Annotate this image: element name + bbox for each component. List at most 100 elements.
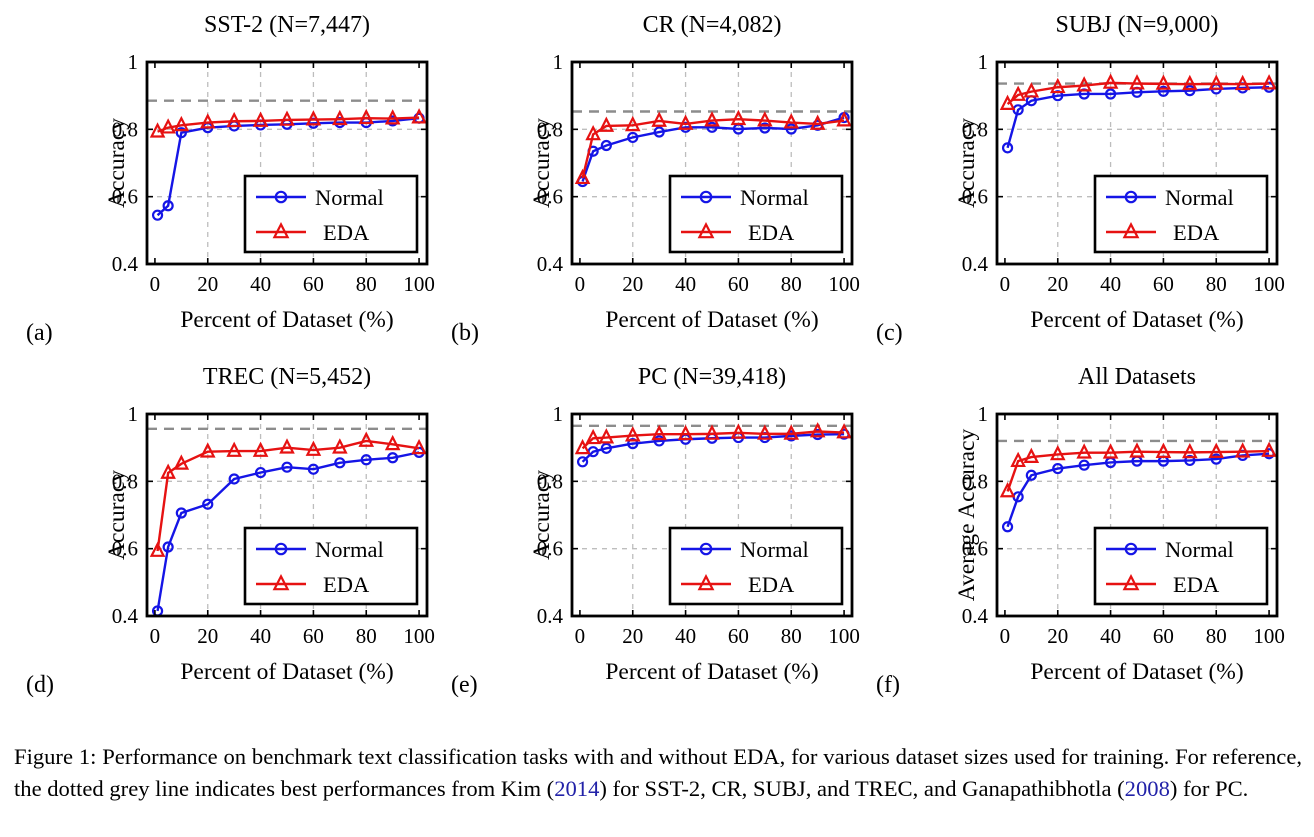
y-tick-label: 0.4	[962, 604, 989, 628]
x-tick-label: 0	[150, 624, 161, 648]
panel-letter: (f)	[876, 672, 900, 698]
data-point-triangle	[279, 438, 295, 454]
panel-letter: (c)	[876, 320, 903, 346]
data-point-triangle	[173, 115, 190, 132]
data-point-triangle	[1076, 76, 1092, 92]
data-point-circle	[274, 542, 288, 556]
x-tick-label: 80	[356, 624, 377, 648]
data-point-triangle	[1122, 221, 1140, 239]
data-point-triangle	[730, 423, 747, 439]
data-point-circle	[699, 190, 713, 204]
x-tick-label: 20	[197, 272, 218, 296]
legend-label: EDA	[323, 220, 370, 245]
y-tick-label: 0.4	[112, 252, 139, 276]
x-tick-label: 100	[828, 272, 860, 296]
y-axis-label: Accuracy	[529, 118, 555, 208]
plot-frame	[570, 412, 854, 618]
panel-letter: (b)	[451, 320, 479, 346]
data-point-triangle	[149, 122, 166, 138]
data-point-triangle	[704, 424, 720, 440]
data-point-triangle	[598, 116, 615, 132]
data-point-triangle	[358, 108, 375, 125]
data-point-triangle	[1261, 441, 1277, 457]
legend-box	[1093, 526, 1269, 606]
data-point-triangle	[272, 221, 290, 239]
data-point-triangle	[999, 482, 1016, 498]
data-point-triangle	[272, 573, 290, 591]
data-point-circle	[254, 466, 267, 479]
data-point-triangle	[1234, 74, 1251, 91]
data-point-circle	[627, 438, 639, 450]
y-tick-label: 1	[553, 50, 564, 74]
y-tick-label: 0.6	[962, 185, 988, 209]
data-point-triangle	[624, 115, 641, 132]
legend-label: Normal	[315, 537, 384, 562]
x-tick-label: 0	[1000, 272, 1011, 296]
data-point-triangle	[1023, 82, 1040, 98]
data-point-triangle	[160, 463, 176, 479]
data-point-circle	[175, 507, 187, 519]
legend-label: Normal	[1165, 537, 1234, 562]
data-point-triangle	[226, 111, 242, 128]
x-tick-label: 100	[1253, 624, 1285, 648]
subplot-pc: PC (N=39,418) Accuracy Percent of Datase…	[451, 364, 860, 698]
plot-frame	[995, 60, 1279, 266]
plot-area: 0 20 40 60 80 100 0.4 0.6 0.8 1 Normal EDA	[962, 402, 1285, 648]
plot-frame	[145, 60, 429, 266]
data-point-circle	[281, 461, 293, 473]
data-point-triangle	[1155, 442, 1172, 458]
data-point-triangle	[757, 424, 773, 440]
y-tick-label: 0.4	[962, 252, 989, 276]
data-point-triangle	[1023, 447, 1040, 463]
y-axis-label: Average Accuracy	[954, 429, 980, 602]
x-tick-label: 0	[1000, 624, 1011, 648]
x-tick-label: 80	[356, 272, 377, 296]
x-tick-label: 40	[1100, 272, 1121, 296]
x-tick-label: 80	[1206, 272, 1227, 296]
x-tick-label: 20	[1047, 624, 1068, 648]
data-point-circle	[653, 126, 665, 138]
data-point-triangle	[1122, 573, 1140, 591]
x-tick-label: 100	[403, 272, 435, 296]
panel-letter: (d)	[26, 672, 54, 698]
x-tick-label: 80	[1206, 624, 1227, 648]
legend: Normal EDA	[243, 526, 419, 606]
series-line-normal	[581, 116, 845, 182]
plot-area: 0 20 40 60 80 100 0.4 0.6 0.8 1 Normal EDA	[537, 50, 860, 296]
data-point-triangle	[199, 113, 216, 129]
data-point-triangle	[574, 438, 591, 455]
plot-area: 0 20 40 60 80 100 0.4 0.6 0.8 1 Normal EDA	[112, 402, 435, 648]
data-point-circle	[1001, 142, 1014, 154]
y-tick-label: 0.6	[112, 185, 138, 209]
data-point-triangle	[999, 94, 1016, 110]
data-point-triangle	[332, 438, 348, 454]
citation-year-link[interactable]: 2008	[1124, 776, 1170, 802]
legend-box	[1093, 174, 1269, 254]
plot-area: 0 20 40 60 80 100 0.4 0.6 0.8 1 Normal EDA	[537, 402, 860, 648]
data-point-circle	[576, 456, 589, 468]
citation-year-link[interactable]: 2014	[554, 776, 600, 802]
y-tick-label: 0.4	[112, 604, 139, 628]
data-point-circle	[1184, 85, 1196, 97]
x-tick-label: 60	[728, 624, 749, 648]
data-point-circle	[1052, 462, 1064, 475]
y-axis-label: Accuracy	[529, 470, 555, 560]
data-point-circle	[274, 190, 288, 204]
data-point-triangle	[836, 423, 852, 439]
x-axis-label: Percent of Dataset (%)	[180, 307, 393, 333]
data-point-triangle	[1049, 444, 1066, 461]
data-point-circle	[151, 209, 164, 221]
y-tick-label: 0.8	[537, 469, 563, 493]
x-tick-label: 40	[675, 624, 696, 648]
subplot-sst2: SST-2 (N=7,447) Accuracy Percent of Data…	[26, 12, 435, 346]
data-point-triangle	[697, 221, 715, 239]
legend-label: Normal	[1165, 185, 1234, 210]
y-axis-label: Accuracy	[104, 470, 130, 560]
data-point-triangle	[757, 111, 773, 127]
data-point-triangle	[624, 426, 641, 442]
legend: Normal EDA	[1093, 174, 1269, 254]
data-point-triangle	[809, 422, 826, 438]
x-tick-label: 100	[1253, 272, 1285, 296]
legend-label: Normal	[740, 537, 809, 562]
data-point-triangle	[1129, 442, 1145, 458]
